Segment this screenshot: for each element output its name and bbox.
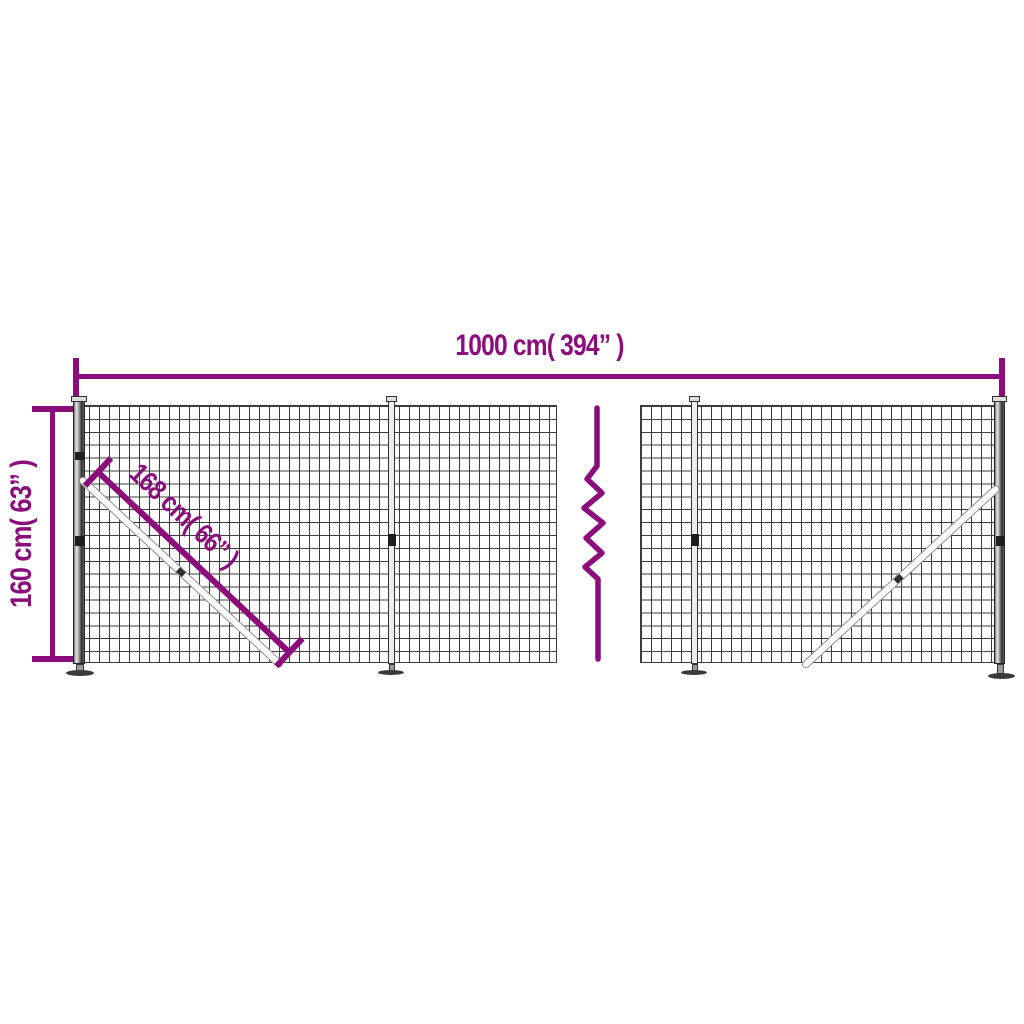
width-dimension-cap-left (73, 358, 79, 396)
fence-post-left-clamp-lower (75, 536, 84, 546)
fence-post-middle-foot-flange (378, 670, 404, 675)
zigzag-break-icon (581, 405, 606, 662)
fence-post-right-inner-cap (689, 396, 700, 402)
width-dimension-line (75, 374, 1004, 379)
fence-post-middle-cap (386, 396, 397, 402)
fence-post-right-cap (992, 396, 1007, 402)
width-dimension-label: 1000 cm( 394” ) (455, 329, 624, 362)
height-dimension-cap-bottom (32, 656, 73, 662)
fence-post-right-foot-flange (988, 673, 1015, 679)
fence-post-left (73, 399, 85, 664)
fence-post-middle-clamp (388, 534, 396, 546)
fence-post-left-foot-flange (66, 670, 94, 676)
fence-mesh-panel-left (78, 405, 557, 663)
fence-post-right-clamp (996, 536, 1004, 546)
height-dimension-label: 160 cm( 63” ) (5, 460, 38, 608)
fence-post-left-cap (71, 396, 87, 402)
fence-post-left-clamp-upper (75, 452, 84, 460)
height-dimension-cap-top (32, 406, 73, 412)
fence-post-right (994, 399, 1005, 664)
fence-post-middle (388, 399, 395, 664)
height-dimension-line (50, 408, 55, 660)
fence-post-right-inner-foot-flange (681, 670, 707, 675)
fence-post-right-inner (691, 399, 698, 664)
fence-post-right-inner-clamp (691, 534, 699, 546)
width-dimension-cap-right (999, 358, 1005, 396)
